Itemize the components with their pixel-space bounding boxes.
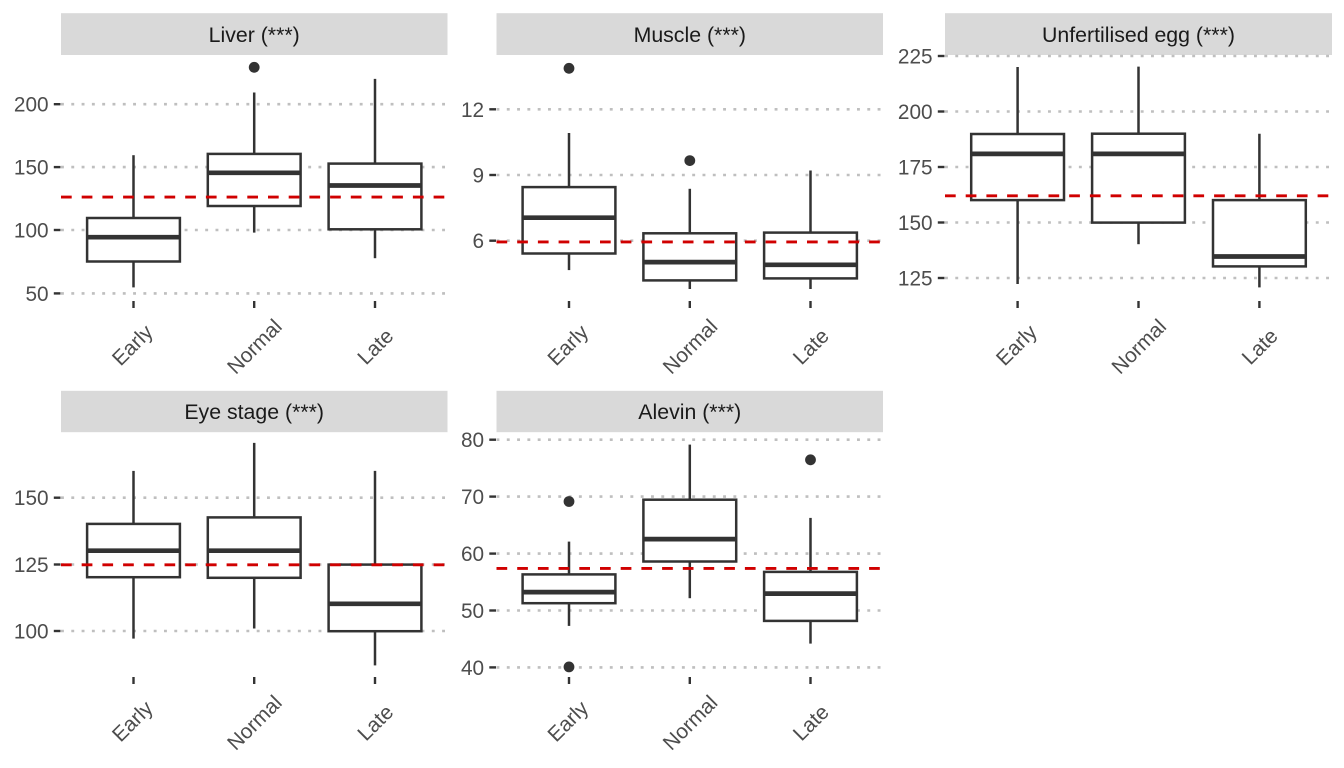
svg-text:80: 80: [461, 429, 484, 452]
svg-text:175: 175: [898, 156, 933, 179]
svg-text:150: 150: [14, 157, 49, 180]
svg-text:40: 40: [461, 657, 484, 680]
svg-text:Unfertilised egg (***): Unfertilised egg (***): [1042, 23, 1235, 47]
svg-text:225: 225: [898, 45, 933, 68]
svg-text:100: 100: [14, 219, 49, 242]
svg-text:100: 100: [14, 620, 49, 643]
svg-text:125: 125: [898, 267, 933, 290]
svg-text:150: 150: [898, 212, 933, 235]
svg-text:12: 12: [461, 99, 484, 122]
svg-text:200: 200: [898, 101, 933, 124]
svg-text:70: 70: [461, 486, 484, 509]
svg-text:60: 60: [461, 543, 484, 566]
svg-text:150: 150: [14, 487, 49, 510]
svg-text:Alevin (***): Alevin (***): [638, 400, 741, 424]
svg-text:200: 200: [14, 94, 49, 117]
svg-text:9: 9: [473, 164, 485, 187]
svg-text:6: 6: [473, 230, 485, 253]
svg-text:50: 50: [25, 283, 48, 306]
svg-text:125: 125: [14, 554, 49, 577]
svg-text:50: 50: [461, 600, 484, 623]
svg-text:Muscle (***): Muscle (***): [634, 23, 746, 47]
svg-text:Eye stage (***): Eye stage (***): [184, 400, 324, 424]
svg-text:Liver (***): Liver (***): [209, 23, 300, 47]
